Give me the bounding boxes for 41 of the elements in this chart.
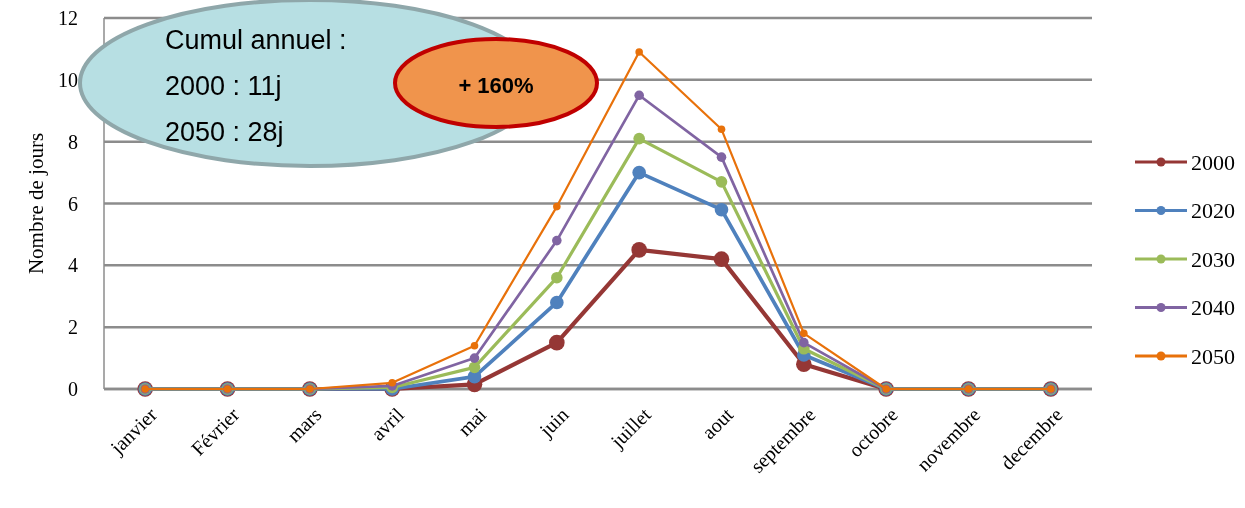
point bbox=[713, 251, 730, 267]
point bbox=[469, 353, 480, 363]
y-tick-label: 10 bbox=[58, 68, 78, 91]
x-tick-label: mars bbox=[282, 403, 326, 447]
point bbox=[714, 202, 729, 217]
point bbox=[468, 361, 481, 374]
x-tick-label: aout bbox=[697, 402, 738, 444]
point bbox=[800, 329, 808, 338]
y-tick-label: 12 bbox=[58, 7, 78, 29]
point bbox=[552, 235, 562, 246]
point bbox=[634, 90, 644, 101]
y-tick-label: 2 bbox=[68, 316, 78, 339]
legend-label: 2040 bbox=[1191, 295, 1235, 320]
y-tick-label: 8 bbox=[68, 130, 78, 153]
point bbox=[632, 165, 646, 180]
point bbox=[716, 152, 727, 162]
point bbox=[553, 202, 561, 211]
point bbox=[635, 48, 643, 56]
point bbox=[549, 334, 565, 351]
legend-label: 2020 bbox=[1191, 198, 1235, 223]
point bbox=[633, 132, 645, 145]
annotation: + 160% bbox=[458, 72, 534, 98]
legend-label: 2030 bbox=[1191, 246, 1235, 272]
annotation: Cumul annuel : 2000 : 11j 2050 : 28j bbox=[165, 25, 347, 147]
point bbox=[551, 271, 563, 284]
point bbox=[799, 337, 809, 348]
point bbox=[631, 242, 647, 258]
legend-label: 2000 bbox=[1191, 149, 1235, 175]
y-tick-label: 4 bbox=[68, 254, 78, 277]
x-tick-label: juin bbox=[534, 403, 574, 443]
y-axis-title: Nombre de jours bbox=[24, 132, 48, 275]
point bbox=[715, 176, 728, 188]
y-tick-label: 6 bbox=[68, 192, 78, 215]
point bbox=[388, 379, 396, 387]
x-tick-label: mai bbox=[453, 402, 491, 440]
legend-label: 2050 bbox=[1191, 343, 1235, 369]
y-tick-label: 0 bbox=[68, 378, 78, 400]
point bbox=[550, 295, 564, 310]
x-tick-label: avril bbox=[366, 402, 409, 445]
point bbox=[717, 125, 726, 134]
point bbox=[470, 341, 479, 350]
